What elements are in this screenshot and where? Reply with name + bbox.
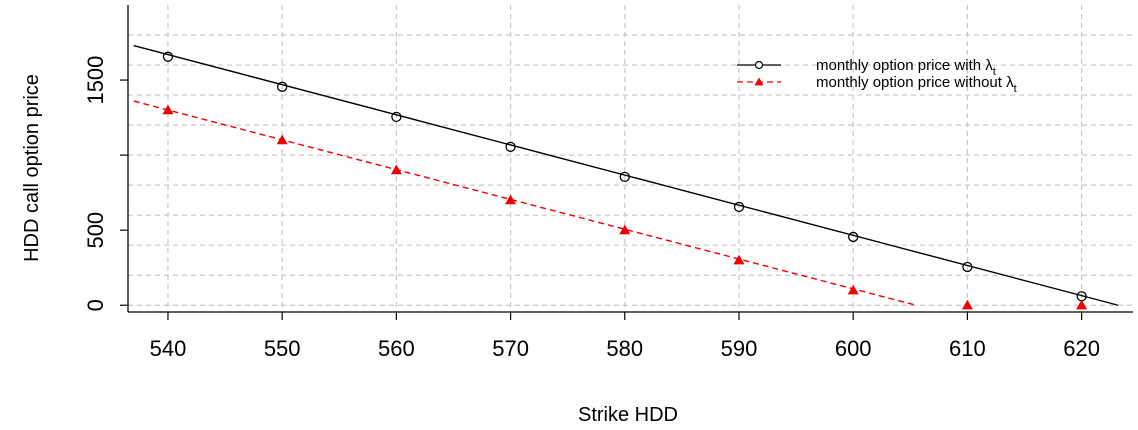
x-tick-label: 590 xyxy=(721,336,758,361)
x-tick-label: 540 xyxy=(150,336,187,361)
legend-label: monthly option price with λt xyxy=(816,57,996,78)
series-line xyxy=(133,100,917,306)
series-line xyxy=(133,44,1119,306)
x-tick-label: 580 xyxy=(606,336,643,361)
y-tick-label: 1500 xyxy=(83,56,108,105)
y-tick-label: 500 xyxy=(83,212,108,249)
data-point xyxy=(733,201,745,213)
data-point xyxy=(276,134,288,145)
series-layer xyxy=(133,44,1119,310)
grid xyxy=(128,5,1133,312)
x-tick-label: 550 xyxy=(264,336,301,361)
data-point xyxy=(962,261,973,273)
axes: 540 550 560 570 580 590 600 610 620 0 500 1500 xyxy=(83,5,1133,361)
data-point xyxy=(848,231,859,243)
data-point xyxy=(619,224,631,235)
data-point xyxy=(390,164,402,175)
data-point xyxy=(961,299,973,310)
data-point xyxy=(162,51,174,62)
data-point xyxy=(162,104,174,115)
data-point xyxy=(505,194,517,205)
y-axis-title: HDD call option price xyxy=(21,74,43,262)
data-point xyxy=(505,141,516,153)
data-point xyxy=(619,171,630,183)
data-point xyxy=(391,111,402,122)
data-point xyxy=(277,81,288,92)
legend-label: monthly option price without λt xyxy=(816,74,1017,95)
data-point xyxy=(1076,299,1088,310)
y-tick-label: 0 xyxy=(83,299,108,311)
legend-marker xyxy=(754,77,764,86)
data-point xyxy=(847,284,859,295)
legend-marker xyxy=(754,60,764,70)
legend-entry-2: monthly option price without λt xyxy=(737,74,1017,95)
x-tick-label: 600 xyxy=(835,336,872,361)
x-tick-label: 610 xyxy=(949,336,986,361)
x-tick-label: 560 xyxy=(378,336,415,361)
legend-entry-1: monthly option price with λt xyxy=(737,57,996,78)
x-tick-label: 570 xyxy=(492,336,529,361)
x-tick-label: 620 xyxy=(1063,336,1100,361)
series-1 xyxy=(133,44,1119,306)
series-2 xyxy=(133,100,1088,310)
data-point xyxy=(733,254,745,265)
x-axis-title: Strike HDD xyxy=(578,404,678,426)
